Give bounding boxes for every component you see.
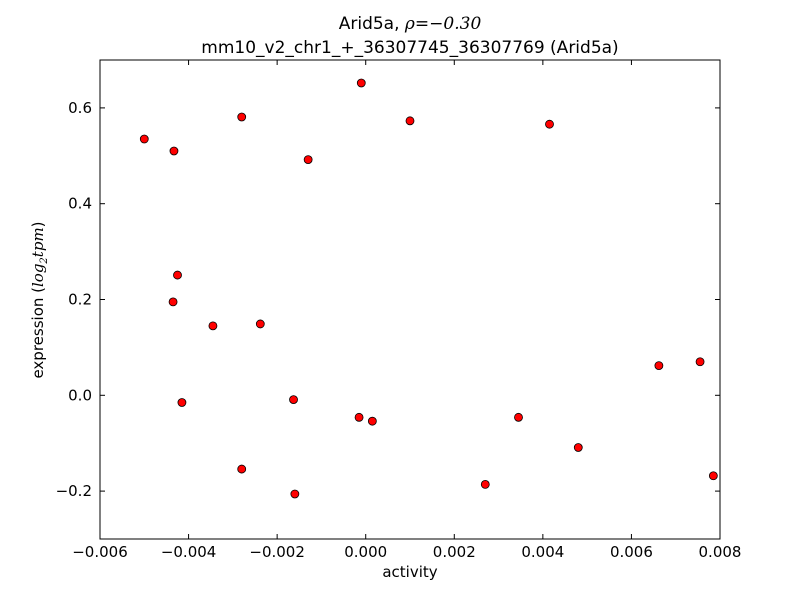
data-point-22 [708,471,718,481]
data-point-7 [173,270,182,280]
data-point-9 [208,321,218,331]
y-tick-label-1: 0.0 [68,386,92,404]
data-point-5 [405,116,415,126]
data-point-18 [573,443,583,452]
x-tick-label-5: 0.004 [521,543,564,561]
data-point-13 [177,398,187,407]
y-axis-label: expression (log2tpm) [29,221,50,378]
data-point-21 [480,479,490,489]
data-point-6 [545,119,554,129]
data-point-10 [255,319,265,329]
x-tick-label-3: 0.000 [344,543,387,561]
data-point-17 [514,412,523,422]
chart-title-line1: Arid5a, ρ=−0.30 [339,14,482,34]
chart-title-line2: mm10_v2_chr1_+_36307745_36307769 (Arid5a… [201,38,618,58]
data-point-20 [290,489,300,499]
data-point-16 [367,416,377,426]
x-tick-label-7: 0.008 [699,543,742,561]
x-tick-label-6: 0.006 [610,543,653,561]
y-axis-ticks: −0.2 0.0 0.2 0.4 0.6 [56,99,720,500]
y-tick-label-0: −0.2 [56,482,92,500]
y-tick-label-2: 0.2 [68,291,92,309]
data-points [139,78,718,499]
data-point-4 [356,78,366,88]
x-axis-label: activity [382,563,437,581]
data-point-19 [237,464,247,474]
x-tick-label-0: −0.006 [72,543,128,561]
data-point-8 [168,297,178,307]
data-point-1 [169,146,179,156]
data-point-3 [303,155,313,165]
x-tick-label-4: 0.002 [433,543,476,561]
data-point-14 [289,395,298,405]
y-tick-label-3: 0.4 [68,195,92,213]
data-point-0 [139,134,149,144]
data-point-2 [237,112,247,122]
x-axis-ticks: −0.006 −0.004 −0.002 0.000 0.002 0.004 0.006 0.… [72,60,741,561]
y-tick-label-4: 0.6 [68,99,92,117]
x-tick-label-2: −0.002 [249,543,305,561]
data-point-12 [695,357,705,367]
data-point-15 [354,412,364,422]
data-point-11 [654,361,664,371]
x-tick-label-1: −0.004 [161,543,217,561]
